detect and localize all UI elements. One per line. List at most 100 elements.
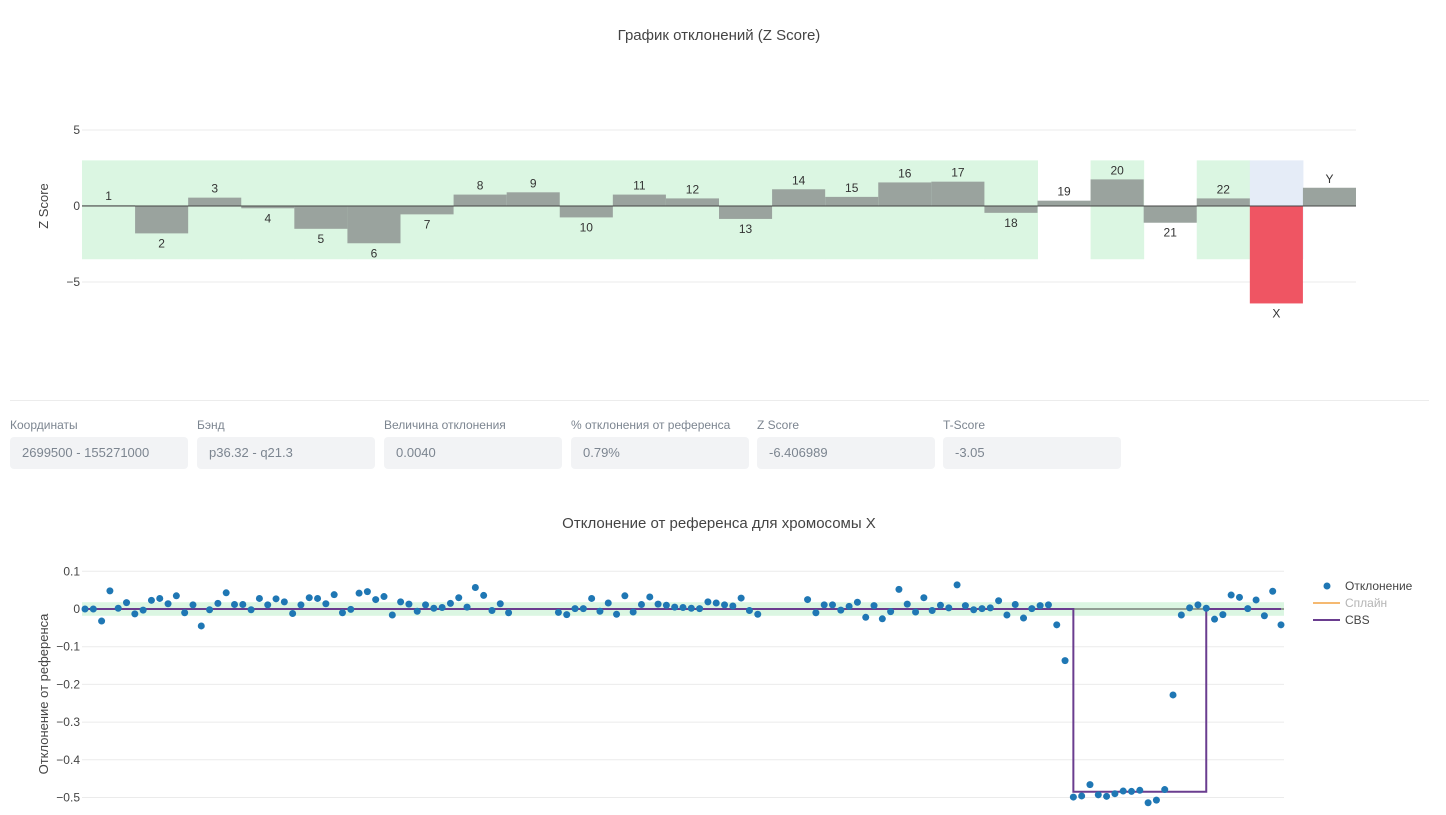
- deviation-point[interactable]: [1128, 787, 1135, 795]
- deviation-point[interactable]: [1152, 796, 1160, 804]
- info-value-coordinates[interactable]: 2699500 - 155271000: [10, 437, 188, 469]
- info-value-band[interactable]: p36.32 - q21.3: [197, 437, 375, 469]
- legend-marker-deviation[interactable]: [1323, 582, 1331, 590]
- deviation-point[interactable]: [845, 602, 853, 610]
- deviation-point[interactable]: [139, 606, 147, 614]
- deviation-point[interactable]: [181, 609, 189, 617]
- deviation-point[interactable]: [247, 606, 255, 614]
- zscore-bar-17[interactable]: [931, 181, 985, 206]
- deviation-point[interactable]: [1194, 601, 1202, 609]
- deviation-point[interactable]: [206, 606, 214, 614]
- deviation-point[interactable]: [1169, 691, 1177, 699]
- deviation-point[interactable]: [737, 594, 745, 602]
- deviation-point[interactable]: [820, 601, 828, 609]
- deviation-point[interactable]: [1011, 600, 1019, 608]
- zscore-bar-12[interactable]: [665, 198, 719, 206]
- legend-label-cbs[interactable]: CBS: [1345, 613, 1370, 627]
- deviation-point[interactable]: [1103, 792, 1111, 800]
- deviation-point[interactable]: [1136, 786, 1144, 794]
- deviation-point[interactable]: [745, 607, 753, 615]
- deviation-point[interactable]: [596, 607, 604, 615]
- deviation-point[interactable]: [1277, 621, 1285, 629]
- deviation-point[interactable]: [422, 601, 430, 609]
- deviation-point[interactable]: [305, 594, 313, 602]
- info-value-tscore[interactable]: -3.05: [943, 437, 1121, 469]
- deviation-point[interactable]: [106, 587, 114, 595]
- deviation-point[interactable]: [662, 601, 670, 609]
- deviation-point[interactable]: [264, 601, 272, 609]
- deviation-point[interactable]: [280, 598, 288, 606]
- deviation-point[interactable]: [255, 594, 263, 602]
- zscore-bar-13[interactable]: [719, 206, 773, 219]
- deviation-point[interactable]: [936, 601, 944, 609]
- zscore-bar-9[interactable]: [506, 192, 560, 206]
- deviation-point[interactable]: [1144, 799, 1152, 807]
- deviation-point[interactable]: [272, 595, 280, 603]
- deviation-point[interactable]: [405, 600, 413, 608]
- deviation-point[interactable]: [1069, 793, 1077, 801]
- deviation-point[interactable]: [1003, 611, 1011, 619]
- deviation-point[interactable]: [89, 605, 97, 613]
- zscore-bar-20[interactable]: [1090, 179, 1144, 206]
- legend-label-spline[interactable]: Сплайн: [1345, 596, 1387, 610]
- deviation-point[interactable]: [1202, 604, 1210, 612]
- deviation-point[interactable]: [729, 602, 737, 610]
- deviation-point[interactable]: [604, 599, 612, 607]
- deviation-point[interactable]: [1227, 591, 1235, 599]
- deviation-point[interactable]: [397, 598, 405, 606]
- deviation-point[interactable]: [430, 604, 438, 612]
- deviation-point[interactable]: [554, 608, 562, 616]
- zscore-bar-4[interactable]: [241, 206, 295, 209]
- deviation-point[interactable]: [920, 594, 928, 602]
- deviation-point[interactable]: [621, 592, 629, 600]
- zscore-bar-19[interactable]: [1037, 200, 1091, 206]
- deviation-point[interactable]: [704, 598, 712, 606]
- deviation-point[interactable]: [123, 599, 131, 607]
- deviation-point[interactable]: [147, 596, 155, 604]
- zscore-bar-21[interactable]: [1143, 206, 1197, 223]
- deviation-point[interactable]: [754, 610, 762, 618]
- deviation-point[interactable]: [912, 608, 920, 616]
- deviation-point[interactable]: [953, 581, 961, 589]
- zscore-bar-11[interactable]: [612, 194, 666, 206]
- zscore-bar-18[interactable]: [984, 206, 1038, 213]
- zscore-bar-3[interactable]: [188, 197, 242, 206]
- deviation-point[interactable]: [231, 600, 238, 608]
- deviation-point[interactable]: [372, 596, 380, 604]
- deviation-point[interactable]: [646, 593, 654, 601]
- deviation-point[interactable]: [1235, 593, 1243, 601]
- deviation-point[interactable]: [712, 599, 720, 607]
- deviation-point[interactable]: [853, 598, 861, 606]
- deviation-point[interactable]: [1252, 596, 1260, 604]
- deviation-point[interactable]: [1036, 602, 1044, 610]
- deviation-point[interactable]: [870, 602, 878, 610]
- deviation-point[interactable]: [837, 606, 845, 614]
- deviation-point[interactable]: [986, 604, 994, 612]
- deviation-point[interactable]: [1260, 612, 1268, 620]
- deviation-point[interactable]: [222, 589, 230, 597]
- deviation-point[interactable]: [189, 601, 197, 609]
- deviation-point[interactable]: [887, 608, 895, 616]
- zscore-bar-7[interactable]: [400, 206, 454, 215]
- deviation-point[interactable]: [197, 622, 205, 630]
- deviation-point[interactable]: [347, 605, 355, 613]
- deviation-point[interactable]: [970, 606, 978, 614]
- deviation-point[interactable]: [297, 601, 305, 609]
- deviation-point[interactable]: [687, 604, 695, 612]
- deviation-point[interactable]: [928, 607, 936, 615]
- deviation-point[interactable]: [338, 609, 346, 617]
- deviation-point[interactable]: [463, 603, 471, 611]
- info-value-deviation-percent[interactable]: 0.79%: [571, 437, 749, 469]
- deviation-point[interactable]: [413, 607, 421, 615]
- deviation-point[interactable]: [1044, 601, 1052, 609]
- deviation-point[interactable]: [671, 603, 679, 611]
- deviation-point[interactable]: [579, 605, 587, 613]
- legend-label-deviation[interactable]: Отклонение: [1345, 579, 1413, 593]
- zscore-bar-8[interactable]: [453, 194, 507, 206]
- deviation-point[interactable]: [1028, 605, 1036, 613]
- deviation-point[interactable]: [1078, 792, 1086, 800]
- deviation-point[interactable]: [679, 603, 687, 611]
- deviation-point[interactable]: [314, 594, 322, 602]
- deviation-point[interactable]: [1053, 621, 1061, 629]
- deviation-point[interactable]: [388, 611, 396, 619]
